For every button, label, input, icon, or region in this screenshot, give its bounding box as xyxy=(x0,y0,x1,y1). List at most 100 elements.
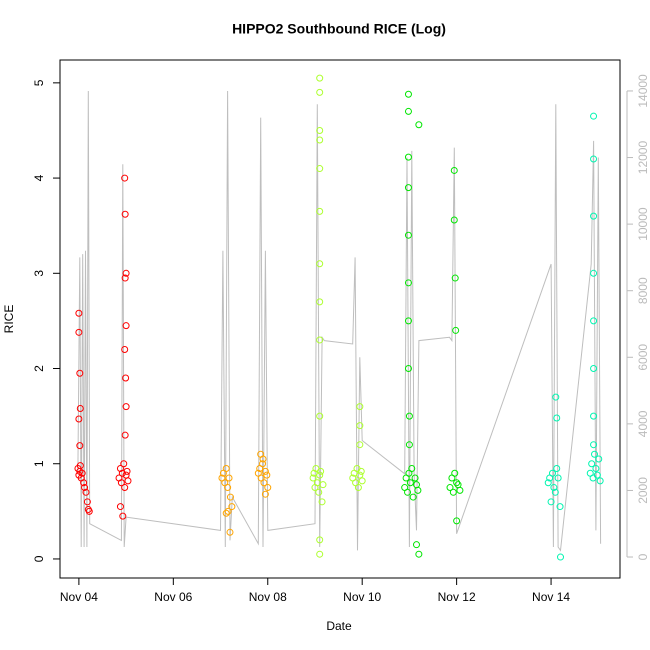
data-point xyxy=(318,498,326,506)
data-point xyxy=(405,412,413,420)
data-point xyxy=(316,88,324,96)
data-point xyxy=(82,488,90,496)
data-point xyxy=(456,486,464,494)
data-point xyxy=(117,479,125,487)
data-point xyxy=(118,469,126,477)
data-point xyxy=(224,484,232,492)
data-point xyxy=(316,260,324,268)
data-point xyxy=(316,126,324,134)
data-point xyxy=(358,477,366,485)
data-point xyxy=(404,365,412,373)
y2-tick-label: 4000 xyxy=(636,410,650,437)
chart-title: HIPPO2 Southbound RICE (Log) xyxy=(232,21,446,37)
data-point xyxy=(261,467,269,475)
data-point xyxy=(319,481,327,489)
data-point xyxy=(547,498,555,506)
y-tick-label: 1 xyxy=(32,460,46,467)
data-point xyxy=(121,274,129,282)
data-point xyxy=(405,441,413,449)
data-point xyxy=(590,441,598,449)
y2-tick-label: 2000 xyxy=(636,477,650,504)
y-tick-label: 4 xyxy=(32,174,46,181)
data-point xyxy=(316,412,324,420)
data-point xyxy=(357,467,365,475)
data-point xyxy=(264,484,272,492)
data-point xyxy=(552,393,560,401)
data-point xyxy=(544,479,552,487)
data-point xyxy=(356,403,364,411)
data-point xyxy=(222,464,230,472)
data-point xyxy=(590,317,598,325)
data-point xyxy=(404,488,412,496)
x-tick-label: Nov 14 xyxy=(532,590,570,604)
data-point xyxy=(76,442,84,450)
data-point xyxy=(451,469,459,477)
data-point xyxy=(316,536,324,544)
data-point xyxy=(409,493,417,501)
data-point xyxy=(263,471,271,479)
data-point xyxy=(551,488,559,496)
data-point xyxy=(595,455,603,463)
data-point xyxy=(548,469,556,477)
y-tick-label: 2 xyxy=(32,365,46,372)
altitude-line xyxy=(77,90,602,552)
data-point xyxy=(120,460,128,468)
data-point xyxy=(309,474,317,482)
data-point xyxy=(404,279,412,287)
data-point xyxy=(226,493,234,501)
y-axis-label: RICE xyxy=(2,305,16,334)
data-point xyxy=(124,477,132,485)
x-tick-label: Nov 08 xyxy=(249,590,287,604)
y2-tick-label: 10000 xyxy=(636,207,650,241)
data-point xyxy=(83,498,91,506)
data-point xyxy=(590,155,598,163)
data-point xyxy=(356,422,364,430)
data-point xyxy=(356,441,364,449)
y2-tick-label: 6000 xyxy=(636,344,650,371)
data-point xyxy=(226,528,234,536)
data-point xyxy=(225,474,233,482)
y-tick-label: 3 xyxy=(32,270,46,277)
data-point xyxy=(408,464,416,472)
data-point xyxy=(404,231,412,239)
data-point xyxy=(450,216,458,224)
data-point xyxy=(121,431,129,439)
x-tick-label: Nov 10 xyxy=(343,590,381,604)
data-point xyxy=(588,460,596,468)
data-point xyxy=(316,165,324,173)
data-point xyxy=(593,471,601,479)
data-point xyxy=(452,326,460,334)
data-point xyxy=(590,212,598,220)
data-point xyxy=(412,541,420,549)
data-point xyxy=(228,503,236,511)
y-tick-label: 0 xyxy=(32,555,46,562)
data-point xyxy=(596,477,604,485)
data-point xyxy=(119,512,127,520)
data-point xyxy=(121,484,129,492)
data-point xyxy=(591,450,599,458)
data-point xyxy=(121,345,129,353)
x-axis-label: Date xyxy=(326,619,352,633)
data-point xyxy=(316,74,324,82)
data-point xyxy=(80,479,88,487)
data-point xyxy=(556,503,564,511)
data-point xyxy=(590,269,598,277)
data-point xyxy=(316,471,324,479)
data-point xyxy=(75,415,83,423)
data-point xyxy=(123,467,131,475)
data-point xyxy=(451,274,459,282)
x-tick-label: Nov 12 xyxy=(438,590,476,604)
data-point xyxy=(554,474,562,482)
data-point xyxy=(316,207,324,215)
y2-tick-label: 8000 xyxy=(636,277,650,304)
data-point xyxy=(404,317,412,325)
data-point xyxy=(261,490,269,498)
data-point xyxy=(75,309,83,317)
data-point xyxy=(453,517,461,525)
y2-tick-label: 14000 xyxy=(636,74,650,108)
data-point xyxy=(354,484,362,492)
y2-tick-label: 12000 xyxy=(636,141,650,175)
data-point xyxy=(260,479,268,487)
data-point xyxy=(316,336,324,344)
data-point xyxy=(222,509,230,517)
